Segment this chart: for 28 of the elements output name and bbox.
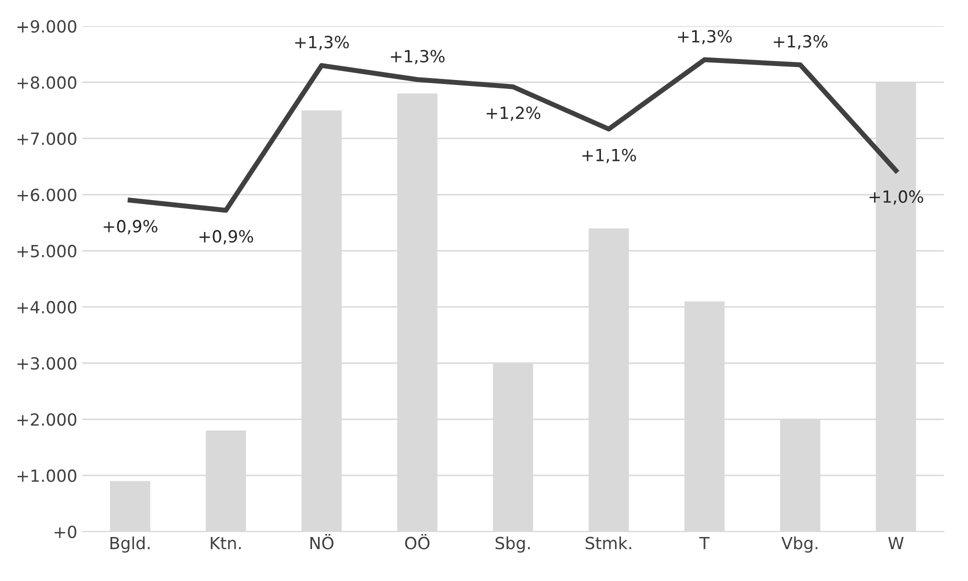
- data-label: +1,3%: [295, 36, 349, 50]
- y-tick-label: +9.000: [18, 20, 76, 33]
- y-tick-label: +1.000: [18, 469, 76, 482]
- y-tick-label: +6.000: [18, 188, 76, 202]
- y-tick-label: +8.000: [18, 76, 76, 89]
- y-tick-label: +0: [54, 526, 76, 538]
- y-tick-label: +2.000: [18, 413, 76, 426]
- data-label: +1,1%: [582, 148, 636, 164]
- y-tick-label: +4.000: [18, 300, 76, 314]
- x-tick-label: Stmk.: [586, 536, 632, 550]
- x-tick-label: Ktn.: [210, 536, 241, 550]
- data-label: +1,0%: [870, 190, 924, 205]
- data-label: +0,9%: [199, 230, 254, 244]
- x-tick-label: Bgld.: [110, 536, 150, 553]
- data-label: +1,2%: [486, 106, 540, 121]
- y-tick-label: +7.000: [18, 132, 76, 146]
- data-label: +1,3%: [774, 35, 828, 50]
- data-label: +1,3%: [678, 30, 732, 44]
- data-label: +1,3%: [390, 50, 445, 64]
- x-tick-label: W: [888, 536, 904, 550]
- x-tick-label: NÖ: [310, 534, 334, 550]
- y-tick-label: +3.000: [18, 357, 76, 370]
- data-label: +0,9%: [104, 220, 158, 234]
- x-tick-label: Sbg.: [496, 536, 530, 553]
- y-tick-label: +5.000: [18, 244, 76, 258]
- x-tick-label: OÖ: [405, 534, 430, 550]
- x-tick-label: Vbg.: [781, 536, 818, 553]
- x-tick-label: T: [699, 536, 710, 550]
